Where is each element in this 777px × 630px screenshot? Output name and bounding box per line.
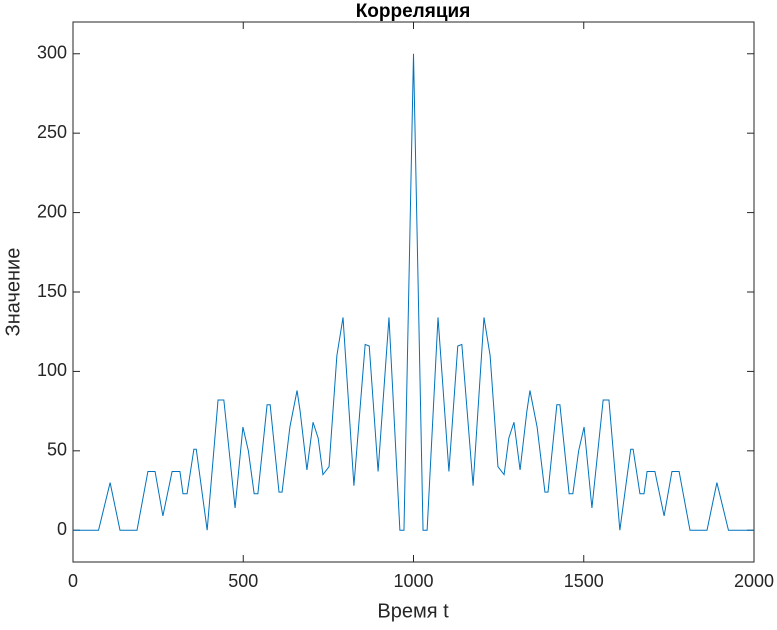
chart-title: Корреляция: [356, 1, 471, 22]
y-tick-label: 100: [37, 360, 67, 380]
y-tick-label: 0: [57, 519, 67, 539]
y-tick-label: 150: [37, 281, 67, 301]
y-axis-label: Значение: [2, 248, 24, 337]
y-tick-label: 250: [37, 122, 67, 142]
y-tick-label: 300: [37, 43, 67, 63]
y-tick-label: 50: [47, 440, 67, 460]
x-tick-label: 1000: [393, 571, 433, 591]
x-tick-label: 500: [228, 571, 258, 591]
x-tick-label: 0: [68, 571, 78, 591]
x-axis-label: Время t: [377, 600, 449, 622]
data-line: [73, 53, 754, 531]
y-tick-label: 200: [37, 201, 67, 221]
x-tick-label: 1500: [564, 571, 604, 591]
plot-area: [72, 21, 755, 563]
x-tick-label: 2000: [734, 571, 774, 591]
